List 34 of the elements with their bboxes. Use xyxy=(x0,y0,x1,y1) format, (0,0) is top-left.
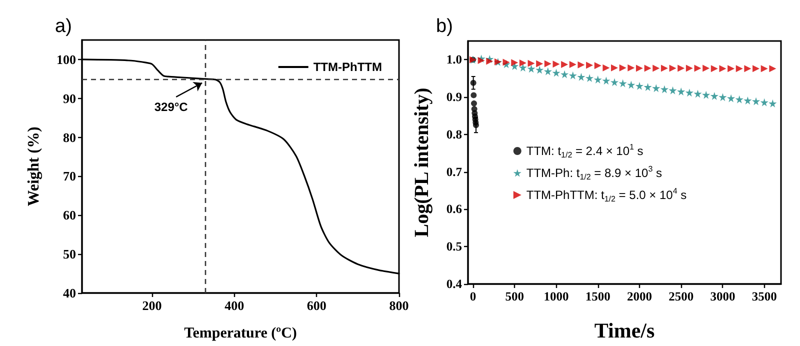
y-tick-label: 0.7 xyxy=(446,164,462,179)
x-tick-label: 400 xyxy=(224,298,244,313)
chart-title: a) xyxy=(55,16,72,37)
x-axis-title: Time/s xyxy=(594,318,655,342)
x-tick-label: 1500 xyxy=(585,290,610,304)
x-tick-label: 500 xyxy=(505,290,524,304)
x-tick-label: 3500 xyxy=(752,290,777,304)
y-axis-title: Weight (%) xyxy=(26,126,42,206)
chart-title: b) xyxy=(436,16,453,37)
y-tick-label: 0.5 xyxy=(446,240,462,254)
y-tick-label: 90 xyxy=(63,90,76,106)
y-tick-label: 60 xyxy=(63,208,76,223)
y-tick-label: 80 xyxy=(63,130,76,145)
y-tick-label: 50 xyxy=(63,246,76,262)
x-tick-label: 600 xyxy=(306,298,326,313)
x-tick-label: 2500 xyxy=(668,290,694,304)
annotation: 329°C xyxy=(154,100,188,114)
y-tick-label: 100 xyxy=(56,52,76,67)
x-tick-label: 3000 xyxy=(710,290,736,304)
x-axis-title: Temperature (ºC) xyxy=(184,326,297,342)
y-tick-label: 40 xyxy=(63,286,76,300)
y-tick-label: 0.6 xyxy=(446,202,462,216)
legend-label: TTM-PhTTM xyxy=(313,60,382,74)
x-tick-label: 800 xyxy=(389,298,409,313)
x-tick-label: 1000 xyxy=(544,290,569,304)
y-tick-label: 1.0 xyxy=(446,52,462,67)
y-tick-label: 0.9 xyxy=(446,90,462,104)
y-tick-label: 0.4 xyxy=(446,277,463,291)
y-axis-title: Log(PL intensity) xyxy=(411,88,433,238)
x-tick-label: 2000 xyxy=(626,290,652,304)
y-tick-label: 70 xyxy=(63,168,76,184)
y-tick-label: 0.8 xyxy=(446,127,462,142)
x-tick-label: 0 xyxy=(470,290,476,304)
x-tick-label: 200 xyxy=(142,298,162,313)
